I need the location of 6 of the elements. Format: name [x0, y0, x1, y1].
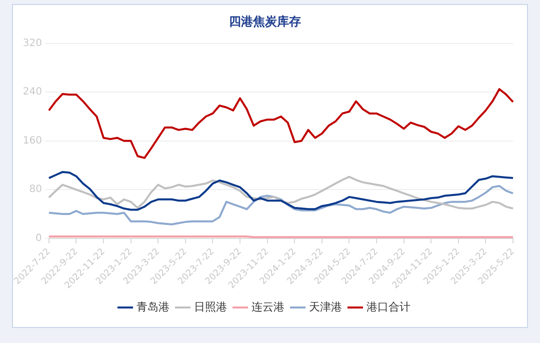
legend-label: 天津港 [308, 300, 342, 314]
legend-label: 青岛港 [136, 300, 170, 314]
chart-title: 四港焦炭库存 [229, 14, 301, 28]
legend-label: 日照港 [194, 300, 227, 314]
legend-label: 连云港 [251, 300, 284, 314]
legend-label: 港口合计 [366, 300, 410, 314]
